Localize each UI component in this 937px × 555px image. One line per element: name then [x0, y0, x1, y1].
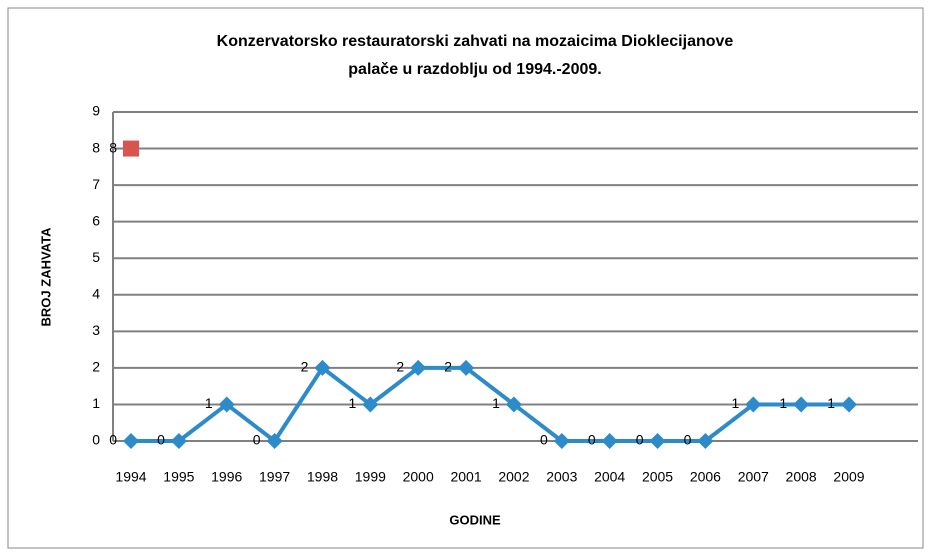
data-point — [553, 433, 570, 449]
data-point — [410, 359, 427, 376]
data-label: 0 — [636, 432, 644, 448]
data-point — [362, 396, 379, 413]
x-tick-label: 1998 — [307, 469, 338, 485]
y-tick-label: 8 — [92, 139, 100, 155]
x-tick-label: 2009 — [833, 469, 864, 485]
y-tick-label: 0 — [92, 432, 100, 448]
data-point — [170, 433, 187, 449]
y-axis-title: BROJ ZAHVATA — [38, 227, 53, 327]
data-label: 1 — [779, 395, 787, 411]
data-point — [697, 433, 714, 449]
data-label: 1 — [349, 395, 357, 411]
x-tick-label: 1997 — [259, 469, 290, 485]
y-tick-label: 5 — [92, 249, 100, 265]
x-tick-label: 1995 — [163, 469, 194, 485]
data-point — [649, 433, 666, 449]
x-tick-label: 2006 — [690, 469, 721, 485]
y-tick-label: 6 — [92, 212, 100, 228]
data-label: 0 — [109, 432, 117, 448]
data-point — [841, 396, 857, 413]
series-line — [131, 365, 849, 443]
x-tick-label: 2007 — [738, 469, 769, 485]
data-point — [218, 396, 235, 413]
chart-title: palače u razdoblju od 1994.-2009. — [348, 61, 601, 78]
data-label: 0 — [253, 432, 261, 448]
data-label: 1 — [731, 395, 739, 411]
y-tick-label: 7 — [92, 176, 100, 192]
data-label: 2 — [444, 359, 452, 375]
data-label: 1 — [827, 395, 835, 411]
data-label: 1 — [492, 395, 500, 411]
data-label: 0 — [157, 432, 165, 448]
data-point — [793, 396, 810, 413]
x-tick-label: 2008 — [786, 469, 817, 485]
x-tick-label: 2005 — [642, 469, 673, 485]
x-tick-label: 2004 — [594, 469, 625, 485]
data-label: 0 — [684, 432, 692, 448]
data-label: 0 — [588, 432, 596, 448]
data-point — [601, 433, 618, 449]
data-label: 2 — [396, 359, 404, 375]
x-axis-title: GODINE — [449, 512, 501, 527]
data-point — [314, 359, 331, 376]
y-tick-label: 4 — [92, 285, 100, 301]
data-point — [458, 359, 475, 376]
y-tick-label: 3 — [92, 322, 100, 338]
x-tick-label: 1999 — [355, 469, 386, 485]
x-tick-label: 2002 — [498, 469, 529, 485]
data-point — [266, 433, 283, 449]
x-tick-label: 2001 — [450, 469, 481, 485]
data-label: 8 — [109, 139, 117, 155]
x-tick-label: 2000 — [403, 469, 434, 485]
y-tick-label: 1 — [92, 395, 100, 411]
x-tick-label: 1994 — [115, 469, 146, 485]
data-label: 1 — [205, 395, 213, 411]
data-point — [505, 396, 522, 413]
y-tick-label: 9 — [92, 103, 100, 119]
data-point — [745, 396, 762, 413]
data-point — [123, 140, 139, 157]
data-label: 0 — [540, 432, 548, 448]
chart-border — [7, 7, 924, 549]
x-tick-label: 1996 — [211, 469, 242, 485]
x-tick-label: 2003 — [546, 469, 577, 485]
data-point — [123, 433, 139, 449]
data-label: 2 — [301, 359, 309, 375]
chart-title: Konzervatorsko restauratorski zahvati na… — [217, 33, 734, 50]
y-tick-label: 2 — [92, 359, 100, 375]
